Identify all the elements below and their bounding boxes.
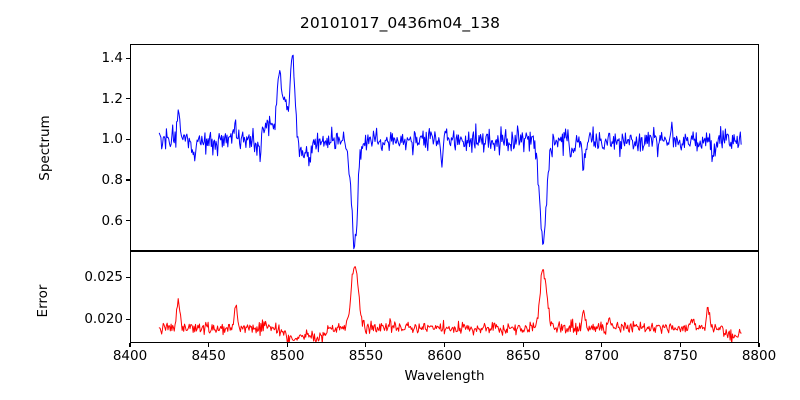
ytick-label: 0.025: [84, 269, 123, 286]
error-line-series: [158, 266, 742, 342]
ytick-mark: [126, 138, 130, 140]
xtick-mark: [522, 343, 524, 347]
xtick-label: 8600: [427, 348, 462, 364]
ytick-mark: [126, 57, 130, 59]
error-panel-path: [158, 266, 742, 342]
xtick-label: 8650: [505, 348, 541, 364]
xtick-mark: [286, 343, 288, 347]
xtick-label: 8700: [584, 348, 619, 364]
xtick-label: 8800: [741, 348, 777, 364]
ytick-mark: [126, 276, 130, 278]
ytick-mark: [126, 318, 130, 320]
x-axis-label: Wavelength: [404, 368, 485, 384]
ytick-label: 1.4: [101, 50, 123, 67]
ytick-label: 0.6: [101, 212, 123, 229]
spectrum-panel-path: [158, 54, 742, 250]
spectrum-ytick-labels: 0.6 0.8 1.0 1.2 1.4: [3, 44, 123, 251]
error-plot-area[interactable]: [130, 251, 759, 343]
error-ytick-labels: 0.020 0.025: [3, 251, 123, 343]
xtick-label: 8450: [191, 348, 226, 364]
xtick-mark: [679, 343, 681, 347]
xtick-mark: [758, 343, 760, 347]
xtick-mark: [129, 343, 131, 347]
xtick-label: 8750: [663, 348, 698, 364]
error-y-axis-label: Error: [35, 284, 51, 318]
xtick-mark: [365, 343, 367, 347]
xtick-label: 8550: [348, 348, 384, 364]
xtick-mark: [208, 343, 210, 347]
figure-title: 20101017_0436m04_138: [299, 14, 501, 32]
ytick-mark: [126, 98, 130, 100]
xtick-mark: [443, 343, 446, 347]
spectrum-y-axis-label: Spectrum: [37, 115, 53, 181]
ytick-mark: [126, 220, 130, 222]
ytick-mark: [126, 179, 130, 181]
xtick-label: 8500: [270, 348, 305, 364]
ytick-label: 0.020: [84, 311, 123, 328]
xtick-mark: [601, 343, 603, 347]
spectrum-plot-area[interactable]: [130, 44, 759, 251]
ytick-label: 1.0: [101, 131, 123, 148]
spectrum-line-series: [158, 54, 742, 250]
xtick-label: 8400: [112, 348, 148, 364]
ytick-label: 0.8: [101, 171, 123, 188]
ytick-label: 1.2: [101, 90, 123, 107]
